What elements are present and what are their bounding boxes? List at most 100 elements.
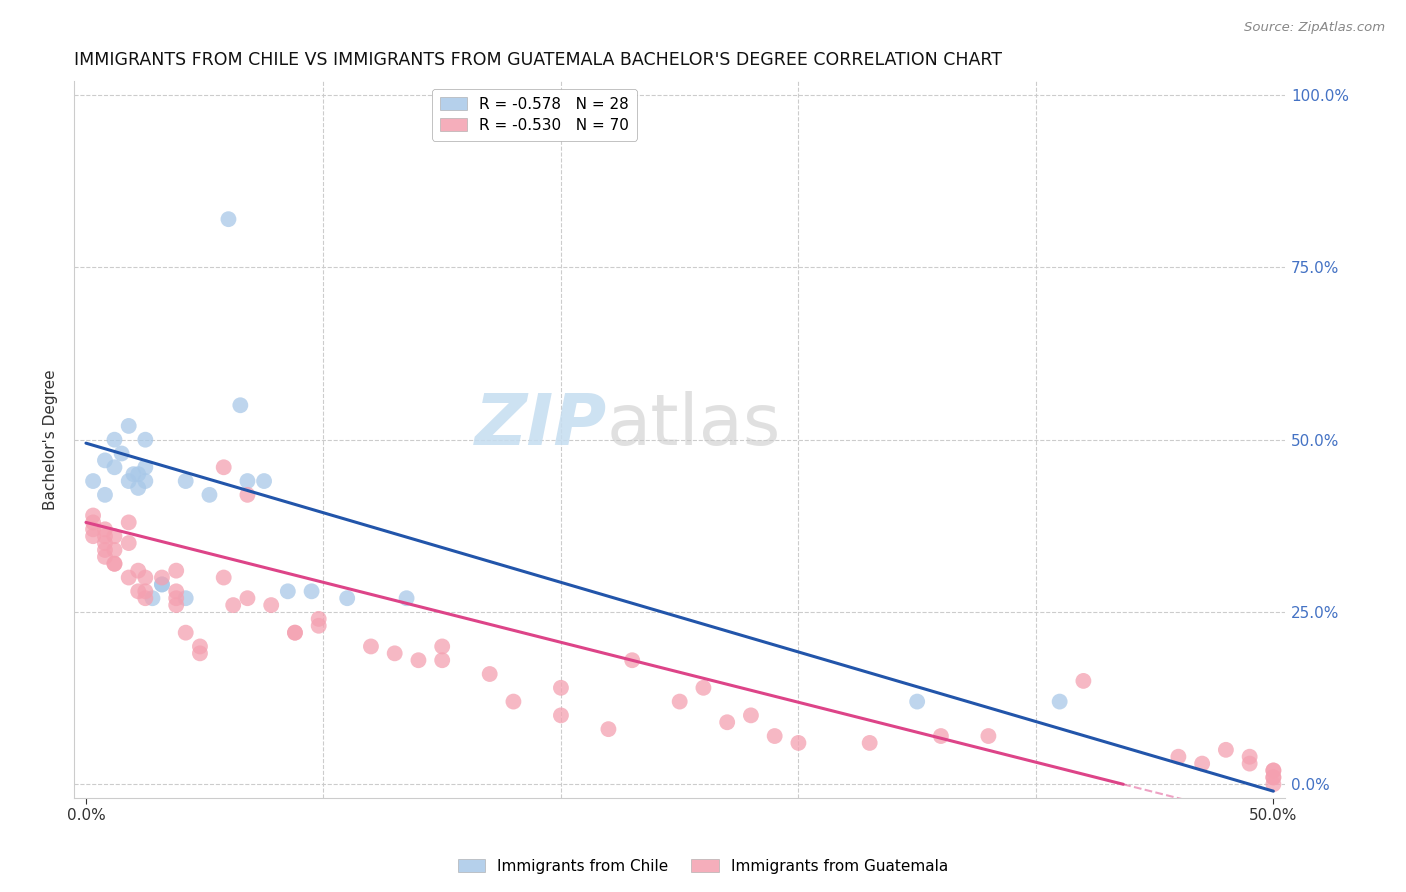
Point <box>103 543 125 558</box>
Point <box>550 708 572 723</box>
Point <box>1263 764 1285 778</box>
Text: ZIP: ZIP <box>475 391 607 460</box>
Point <box>174 625 197 640</box>
Point <box>82 516 104 530</box>
Point <box>122 467 145 482</box>
Text: IMMIGRANTS FROM CHILE VS IMMIGRANTS FROM GUATEMALA BACHELOR'S DEGREE CORRELATION: IMMIGRANTS FROM CHILE VS IMMIGRANTS FROM… <box>75 51 1002 69</box>
Point <box>929 729 952 743</box>
Point <box>103 557 125 571</box>
Point <box>1239 749 1261 764</box>
Point <box>94 453 117 467</box>
Point <box>110 446 132 460</box>
Point <box>408 653 430 667</box>
Point <box>134 433 156 447</box>
Point <box>82 508 104 523</box>
Point <box>1263 764 1285 778</box>
Point <box>1263 771 1285 785</box>
Point <box>134 460 156 475</box>
Point <box>598 722 620 736</box>
Point <box>82 522 104 536</box>
Point <box>1215 743 1237 757</box>
Point <box>127 584 149 599</box>
Point <box>94 536 117 550</box>
Point <box>1167 749 1189 764</box>
Point <box>217 212 239 227</box>
Point <box>432 653 454 667</box>
Point <box>253 474 276 488</box>
Point <box>859 736 882 750</box>
Point <box>141 591 163 606</box>
Point <box>1263 777 1285 791</box>
Point <box>236 474 259 488</box>
Legend: R = -0.578   N = 28, R = -0.530   N = 70: R = -0.578 N = 28, R = -0.530 N = 70 <box>432 89 637 141</box>
Point <box>82 529 104 543</box>
Point <box>118 536 141 550</box>
Point <box>118 570 141 584</box>
Point <box>277 584 299 599</box>
Point <box>308 619 330 633</box>
Point <box>1263 771 1285 785</box>
Point <box>134 584 156 599</box>
Point <box>188 646 211 660</box>
Text: Source: ZipAtlas.com: Source: ZipAtlas.com <box>1244 21 1385 34</box>
Point <box>260 598 283 612</box>
Point <box>692 681 714 695</box>
Point <box>621 653 644 667</box>
Point <box>134 474 156 488</box>
Point <box>1073 673 1095 688</box>
Point <box>308 612 330 626</box>
Point <box>165 598 187 612</box>
Point <box>1049 695 1071 709</box>
Point <box>502 695 524 709</box>
Point <box>284 625 307 640</box>
Point <box>384 646 406 660</box>
Point <box>174 591 197 606</box>
Point <box>905 695 928 709</box>
Point <box>150 577 173 591</box>
Y-axis label: Bachelor's Degree: Bachelor's Degree <box>44 369 58 510</box>
Point <box>198 488 221 502</box>
Point <box>82 474 104 488</box>
Point <box>103 529 125 543</box>
Point <box>740 708 762 723</box>
Point <box>94 549 117 564</box>
Point <box>134 591 156 606</box>
Point <box>134 570 156 584</box>
Point <box>165 564 187 578</box>
Point <box>150 570 173 584</box>
Point <box>236 488 259 502</box>
Point <box>360 640 382 654</box>
Point <box>1239 756 1261 771</box>
Point <box>94 543 117 558</box>
Point <box>118 474 141 488</box>
Point <box>127 481 149 495</box>
Point <box>212 460 235 475</box>
Point <box>977 729 1000 743</box>
Point <box>188 640 211 654</box>
Point <box>165 584 187 599</box>
Point <box>103 433 125 447</box>
Point <box>284 625 307 640</box>
Point <box>222 598 245 612</box>
Point <box>165 591 187 606</box>
Point <box>478 667 501 681</box>
Point <box>716 715 738 730</box>
Point <box>118 418 141 433</box>
Point <box>550 681 572 695</box>
Point <box>127 467 149 482</box>
Point <box>127 564 149 578</box>
Text: atlas: atlas <box>607 391 782 460</box>
Point <box>150 577 173 591</box>
Point <box>787 736 810 750</box>
Point <box>1191 756 1213 771</box>
Point <box>236 591 259 606</box>
Point <box>432 640 454 654</box>
Point <box>94 522 117 536</box>
Point <box>395 591 418 606</box>
Point <box>94 488 117 502</box>
Point <box>103 557 125 571</box>
Point <box>668 695 690 709</box>
Point <box>94 529 117 543</box>
Point <box>301 584 323 599</box>
Legend: Immigrants from Chile, Immigrants from Guatemala: Immigrants from Chile, Immigrants from G… <box>451 853 955 880</box>
